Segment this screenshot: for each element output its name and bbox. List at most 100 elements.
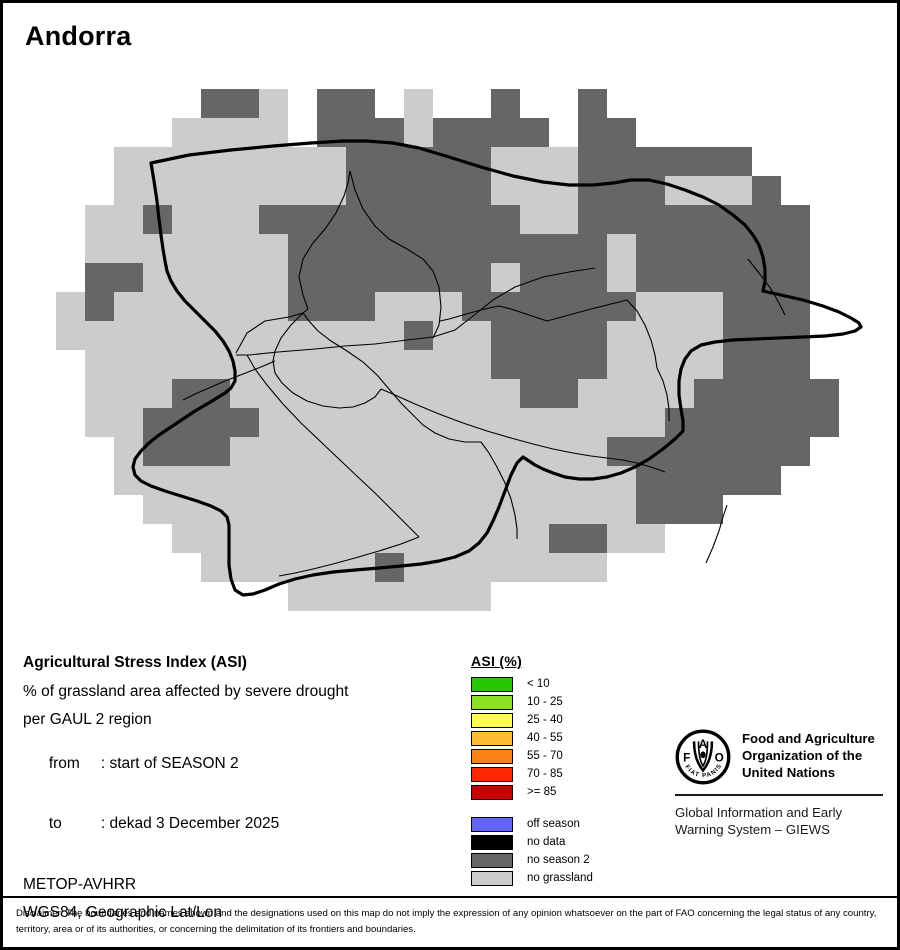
raster-cell: [549, 321, 578, 350]
raster-cell: [549, 466, 578, 495]
raster-cell: [375, 350, 404, 379]
raster-cell: [491, 524, 520, 553]
legend-row: 10 - 25: [471, 694, 661, 711]
raster-cell: [201, 408, 230, 437]
map-canvas[interactable]: [3, 63, 897, 623]
raster-cell: [607, 263, 636, 292]
disclaimer-divider: [3, 896, 897, 898]
raster-cell: [723, 147, 752, 176]
raster-cell: [607, 466, 636, 495]
raster-cell: [375, 524, 404, 553]
legend-label: >= 85: [527, 785, 557, 798]
raster-cell: [346, 408, 375, 437]
raster-cell: [259, 234, 288, 263]
page-title: Andorra: [25, 21, 132, 51]
raster-cell: [810, 408, 839, 437]
raster-cell: [491, 263, 520, 292]
legend-row: no grassland: [471, 870, 661, 887]
raster-cell: [433, 379, 462, 408]
raster-cell: [375, 234, 404, 263]
raster-cell: [491, 350, 520, 379]
raster-cell: [404, 205, 433, 234]
raster-cell: [404, 176, 433, 205]
raster-cell: [578, 495, 607, 524]
raster-cell: [143, 234, 172, 263]
raster-cell: [375, 495, 404, 524]
raster-cell: [694, 495, 723, 524]
raster-cell: [549, 234, 578, 263]
raster-cell: [578, 524, 607, 553]
raster-cell: [114, 437, 143, 466]
raster-cell: [259, 495, 288, 524]
raster-cell: [694, 379, 723, 408]
raster-cell: [317, 466, 346, 495]
raster-cell: [346, 234, 375, 263]
legend-title: ASI (%): [471, 653, 523, 669]
raster-cell: [665, 234, 694, 263]
raster-cell: [549, 263, 578, 292]
raster-cell: [114, 350, 143, 379]
raster-cell: [723, 321, 752, 350]
raster-cell: [636, 495, 665, 524]
raster-cell: [781, 350, 810, 379]
raster-cell: [520, 321, 549, 350]
raster-cell: [607, 437, 636, 466]
svg-text:O: O: [715, 751, 724, 764]
raster-cell: [752, 350, 781, 379]
raster-cell: [433, 582, 462, 611]
raster-cell: [578, 263, 607, 292]
raster-cell: [143, 321, 172, 350]
raster-cell: [549, 379, 578, 408]
raster-cell: [694, 408, 723, 437]
raster-cell: [317, 321, 346, 350]
raster-cell: [259, 321, 288, 350]
raster-cell: [288, 437, 317, 466]
raster-cell: [636, 205, 665, 234]
raster-cell: [201, 292, 230, 321]
raster-cell: [549, 350, 578, 379]
legend-swatch: [471, 749, 513, 764]
raster-cell: [375, 379, 404, 408]
raster-cell: [346, 582, 375, 611]
raster-cell: [404, 263, 433, 292]
raster-cell: [114, 292, 143, 321]
raster-cell: [230, 176, 259, 205]
raster-cell: [520, 495, 549, 524]
raster-cell: [520, 553, 549, 582]
raster-cell: [404, 408, 433, 437]
raster-cell: [607, 118, 636, 147]
raster-cell: [665, 495, 694, 524]
raster-cell: [491, 89, 520, 118]
raster-cell: [665, 205, 694, 234]
raster-cell: [520, 292, 549, 321]
raster-cell: [549, 205, 578, 234]
raster-cell: [230, 524, 259, 553]
raster-cell: [230, 89, 259, 118]
asi-raster-layer: [56, 89, 839, 611]
raster-cell: [404, 379, 433, 408]
raster-cell: [375, 176, 404, 205]
raster-cell: [404, 582, 433, 611]
raster-cell: [375, 205, 404, 234]
raster-cell: [375, 263, 404, 292]
raster-cell: [259, 89, 288, 118]
raster-cell: [172, 176, 201, 205]
legend-swatch: [471, 767, 513, 782]
raster-cell: [288, 176, 317, 205]
raster-cell: [114, 408, 143, 437]
raster-cell: [752, 466, 781, 495]
raster-cell: [723, 234, 752, 263]
raster-cell: [317, 553, 346, 582]
raster-cell: [723, 350, 752, 379]
raster-cell: [781, 234, 810, 263]
raster-cell: [723, 408, 752, 437]
raster-cell: [143, 495, 172, 524]
raster-cell: [346, 292, 375, 321]
raster-cell: [462, 553, 491, 582]
legend-swatch: [471, 835, 513, 850]
raster-cell: [404, 292, 433, 321]
raster-cell: [259, 205, 288, 234]
raster-cell: [288, 205, 317, 234]
raster-cell: [520, 350, 549, 379]
